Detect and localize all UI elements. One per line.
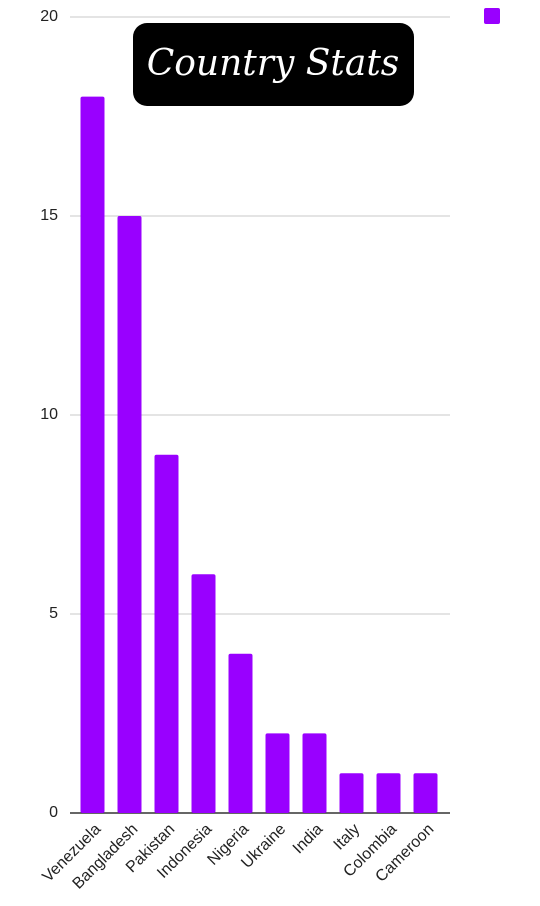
bar bbox=[302, 733, 327, 813]
y-tick-label: 10 bbox=[40, 406, 58, 423]
bar bbox=[413, 773, 438, 813]
bar bbox=[339, 773, 364, 813]
bar bbox=[154, 454, 179, 813]
bar bbox=[228, 653, 253, 813]
bar bbox=[117, 216, 142, 813]
bar bbox=[80, 96, 105, 814]
chart-title: Country Stats bbox=[147, 43, 400, 84]
title-box bbox=[133, 23, 414, 106]
y-tick-label: 5 bbox=[49, 605, 58, 622]
y-tick-label: 0 bbox=[49, 804, 58, 821]
x-tick-label: Italy bbox=[331, 821, 364, 854]
bar bbox=[376, 773, 401, 813]
legend-swatch bbox=[484, 8, 500, 24]
x-tick-label: India bbox=[290, 821, 327, 858]
y-tick-label: 15 bbox=[40, 207, 58, 224]
bar bbox=[265, 733, 290, 813]
y-tick-label: 20 bbox=[40, 8, 58, 25]
bar bbox=[191, 574, 216, 813]
